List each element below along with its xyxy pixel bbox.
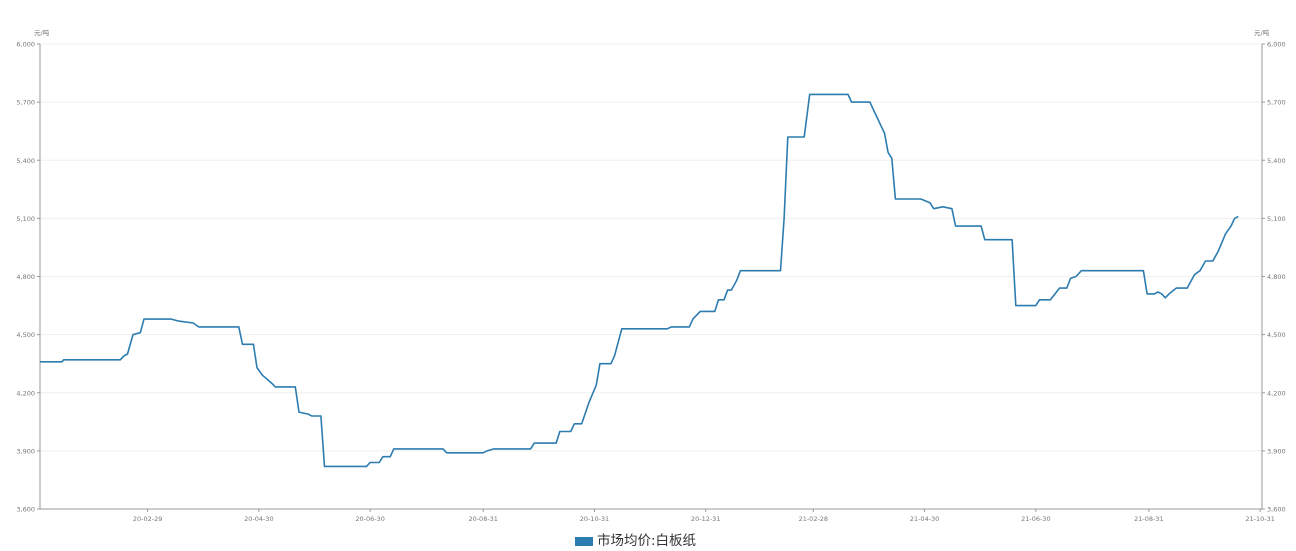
x-tick-label: 20-06-30	[355, 515, 385, 523]
y-tick-label-right: 6,000	[1267, 41, 1286, 49]
x-tick-label: 20-10-31	[580, 515, 610, 523]
y-axis-left: 3,600 3,900 4,200 4,500 4,800 5,100 5,400 5,700…	[16, 41, 40, 514]
y-tick-label-right: 4,200	[1267, 389, 1286, 397]
y-tick-label-left: 6,000	[16, 41, 35, 49]
legend: 市场均价:白板纸	[575, 533, 696, 549]
y-axis-unit-right: 元/吨	[1254, 28, 1270, 37]
y-tick-label-left: 5,700	[16, 99, 35, 107]
series-line	[40, 93, 1239, 468]
y-tick-label-right: 3,600	[1267, 506, 1286, 514]
y-tick-label-right: 3,900	[1267, 447, 1286, 455]
y-axis-unit-left: 元/吨	[34, 28, 50, 37]
y-tick-label-left: 3,600	[16, 506, 35, 514]
y-tick-label-right: 4,500	[1267, 331, 1286, 339]
y-tick-label-left: 3,900	[16, 447, 35, 455]
legend-swatch	[575, 536, 593, 546]
legend-label: 市场均价:白板纸	[597, 533, 697, 549]
y-tick-label-left: 5,100	[16, 215, 35, 223]
x-tick-label: 21-04-30	[910, 515, 940, 523]
x-tick-label: 21-06-30	[1021, 515, 1051, 523]
x-tick-label: 21-02-28	[799, 515, 829, 523]
y-tick-label-left: 4,800	[16, 273, 35, 281]
series-group	[40, 93, 1239, 468]
y-tick-label-left: 4,500	[16, 331, 35, 339]
y-tick-label-left: 5,400	[16, 157, 35, 165]
y-axis-right: 3,600 3,900 4,200 4,500 4,800 5,100 5,400 5,700…	[1262, 41, 1286, 514]
x-tick-label: 20-12-31	[691, 515, 721, 523]
x-axis: 20-02-29 20-04-30 20-06-30 20-08-31 20-10-31…	[133, 509, 1275, 523]
x-tick-label: 21-10-31	[1245, 515, 1275, 523]
x-tick-label: 21-08-31	[1134, 515, 1164, 523]
y-tick-label-right: 5,100	[1267, 215, 1286, 223]
y-tick-label-right: 4,800	[1267, 273, 1286, 281]
x-tick-label: 20-08-31	[468, 515, 498, 523]
x-tick-label: 20-04-30	[244, 515, 274, 523]
x-tick-label: 20-02-29	[133, 515, 163, 523]
grid	[40, 43, 1262, 452]
y-tick-label-right: 5,700	[1267, 99, 1286, 107]
y-tick-label-right: 5,400	[1267, 157, 1286, 165]
y-tick-label-left: 4,200	[16, 389, 35, 397]
